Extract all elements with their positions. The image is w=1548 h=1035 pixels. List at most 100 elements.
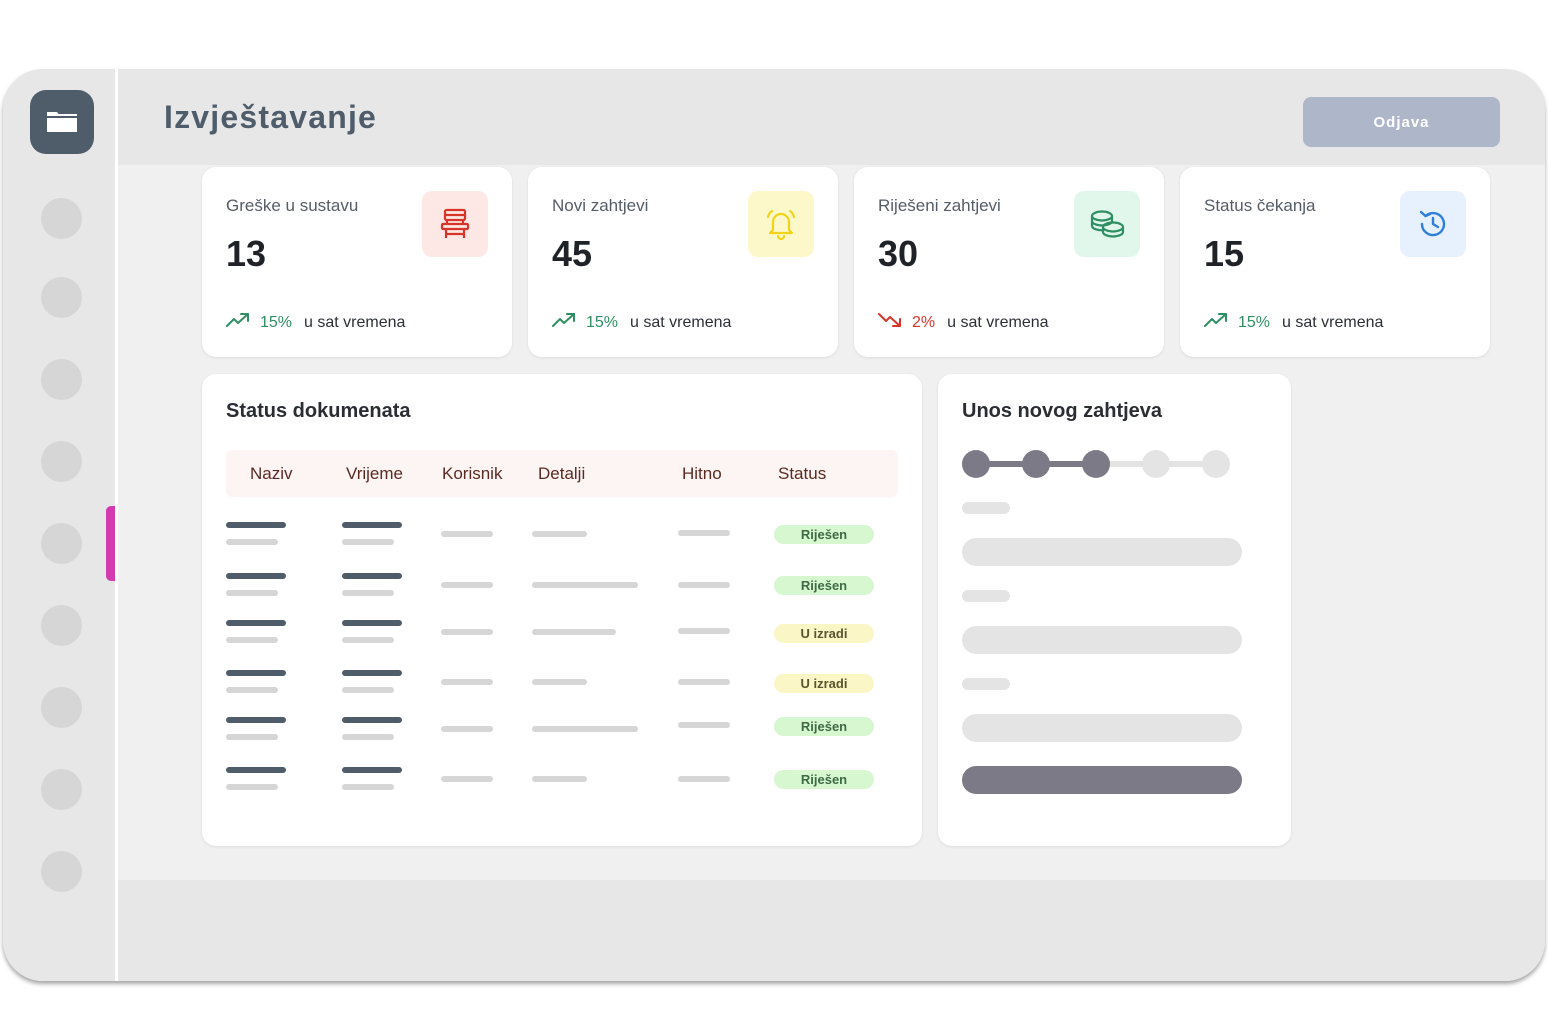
- input-field-placeholder[interactable]: [962, 714, 1242, 742]
- step-pending[interactable]: [1202, 450, 1230, 478]
- placeholder-bar: [342, 539, 394, 545]
- trend: 15% u sat vremena: [1204, 312, 1383, 333]
- placeholder-bar: [226, 767, 286, 773]
- placeholder-bar: [226, 637, 278, 643]
- nav-item[interactable]: [41, 198, 82, 239]
- stat-label: Greške u sustavu: [226, 196, 359, 215]
- placeholder-bar: [226, 590, 278, 596]
- step-completed[interactable]: [1022, 450, 1050, 478]
- column-header[interactable]: Hitno: [682, 464, 722, 483]
- placeholder-bar: [342, 717, 402, 723]
- placeholder-bar: [678, 582, 730, 588]
- status-badge: Riješen: [774, 525, 874, 544]
- placeholder-bar: [441, 582, 493, 588]
- trend-text: u sat vremena: [1282, 313, 1384, 331]
- nav-item[interactable]: [41, 687, 82, 728]
- placeholder-bar: [226, 620, 286, 626]
- header: Izvještavanje Odjava: [118, 69, 1545, 165]
- trend-up-icon: [1204, 312, 1228, 333]
- placeholder-bar: [342, 620, 402, 626]
- field-label-placeholder: [962, 590, 1010, 602]
- field-label-placeholder: [962, 502, 1010, 514]
- step-pending[interactable]: [1142, 450, 1170, 478]
- column-header[interactable]: Detalji: [538, 464, 586, 483]
- status-badge: Riješen: [774, 770, 874, 789]
- history-icon: [1400, 191, 1466, 257]
- placeholder-bar: [342, 670, 402, 676]
- placeholder-bar: [342, 784, 394, 790]
- step-completed[interactable]: [962, 450, 990, 478]
- submit-button-placeholder[interactable]: [962, 766, 1242, 794]
- status-badge: Riješen: [774, 576, 874, 595]
- column-header[interactable]: Status: [778, 464, 827, 483]
- nav-item[interactable]: [41, 359, 82, 400]
- stat-label: Riješeni zahtjevi: [878, 196, 1001, 215]
- stat-value: 45: [552, 233, 593, 274]
- nav-item[interactable]: [41, 851, 82, 892]
- status-badge: Riješen: [774, 717, 874, 736]
- column-header[interactable]: Naziv: [250, 464, 293, 483]
- trend-text: u sat vremena: [947, 313, 1049, 331]
- column-header[interactable]: Vrijeme: [346, 464, 403, 483]
- placeholder-bar: [678, 722, 730, 728]
- placeholder-bar: [678, 776, 730, 782]
- placeholder-bar: [441, 776, 493, 782]
- stat-label: Status čekanja: [1204, 196, 1316, 215]
- nav-item[interactable]: [41, 441, 82, 482]
- status-badge: U izradi: [774, 624, 874, 643]
- placeholder-bar: [342, 637, 394, 643]
- new-request-panel: Unos novog zahtjeva: [938, 374, 1291, 846]
- placeholder-bar: [342, 767, 402, 773]
- placeholder-bar: [441, 679, 493, 685]
- main-content: Greške u sustavu 13 15%: [118, 165, 1545, 880]
- panel-title: Unos novog zahtjeva: [962, 400, 1163, 422]
- trend-down-icon: [878, 312, 902, 333]
- table-header: Naziv Vrijeme Korisnik Detalji Hitno Sta…: [226, 450, 898, 497]
- placeholder-bar: [226, 539, 278, 545]
- trend: 2% u sat vremena: [878, 312, 1049, 333]
- panel-title: Status dokumenata: [226, 400, 411, 422]
- placeholder-bar: [226, 670, 286, 676]
- stat-card-new-requests: Novi zahtjevi 45 15% u sat vremena: [528, 167, 838, 357]
- logout-button[interactable]: Odjava: [1303, 97, 1500, 147]
- placeholder-bar: [226, 717, 286, 723]
- trend-percent: 2%: [912, 313, 936, 331]
- placeholder-bar: [441, 726, 493, 732]
- column-header[interactable]: Korisnik: [442, 464, 503, 483]
- stat-card-waiting: Status čekanja 15 15% u sat vremena: [1180, 167, 1490, 357]
- folder-icon[interactable]: [30, 90, 94, 154]
- placeholder-bar: [226, 734, 278, 740]
- trend-percent: 15%: [1238, 313, 1271, 331]
- trend-text: u sat vremena: [630, 313, 732, 331]
- nav-item[interactable]: [41, 605, 82, 646]
- stat-card-errors: Greške u sustavu 13 15%: [202, 167, 512, 357]
- documents-panel: Status dokumenata Naziv Vrijeme Korisnik…: [202, 374, 922, 846]
- placeholder-bar: [532, 726, 638, 732]
- placeholder-bar: [532, 531, 587, 537]
- placeholder-bar: [678, 628, 730, 634]
- trend-up-icon: [226, 312, 250, 333]
- field-label-placeholder: [962, 678, 1010, 690]
- chair-icon: [422, 191, 488, 257]
- stat-value: 15: [1204, 233, 1245, 274]
- trend-up-icon: [552, 312, 576, 333]
- trend-percent: 15%: [586, 313, 619, 331]
- placeholder-bar: [226, 784, 278, 790]
- nav-item-active[interactable]: [41, 523, 82, 564]
- nav-item[interactable]: [41, 277, 82, 318]
- placeholder-bar: [226, 573, 286, 579]
- placeholder-bar: [342, 522, 402, 528]
- coins-icon: [1074, 191, 1140, 257]
- status-badge: U izradi: [774, 674, 874, 693]
- placeholder-bar: [342, 687, 394, 693]
- stat-label: Novi zahtjevi: [552, 196, 649, 215]
- nav-item[interactable]: [41, 769, 82, 810]
- input-field-placeholder[interactable]: [962, 538, 1242, 566]
- step-current[interactable]: [1082, 450, 1110, 478]
- trend: 15% u sat vremena: [552, 312, 731, 333]
- input-field-placeholder[interactable]: [962, 626, 1242, 654]
- sidebar: [3, 69, 115, 981]
- trend: 15% u sat vremena: [226, 312, 405, 333]
- stat-card-resolved: Riješeni zahtjevi 30 2% u sat v: [854, 167, 1164, 357]
- bell-icon: [748, 191, 814, 257]
